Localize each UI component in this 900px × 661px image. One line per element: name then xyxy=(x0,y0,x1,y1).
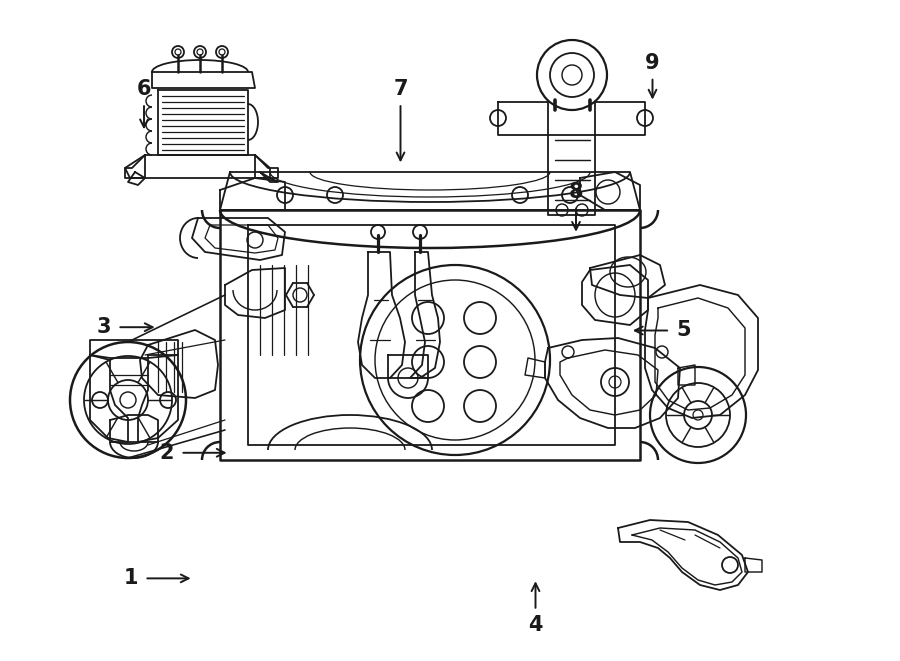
Text: 1: 1 xyxy=(123,568,138,588)
Text: 8: 8 xyxy=(569,182,583,202)
Text: 2: 2 xyxy=(159,443,174,463)
Text: 5: 5 xyxy=(677,321,691,340)
Text: 3: 3 xyxy=(96,317,111,337)
Text: 9: 9 xyxy=(645,53,660,73)
Text: 6: 6 xyxy=(137,79,151,99)
Text: 4: 4 xyxy=(528,615,543,635)
Text: 7: 7 xyxy=(393,79,408,99)
